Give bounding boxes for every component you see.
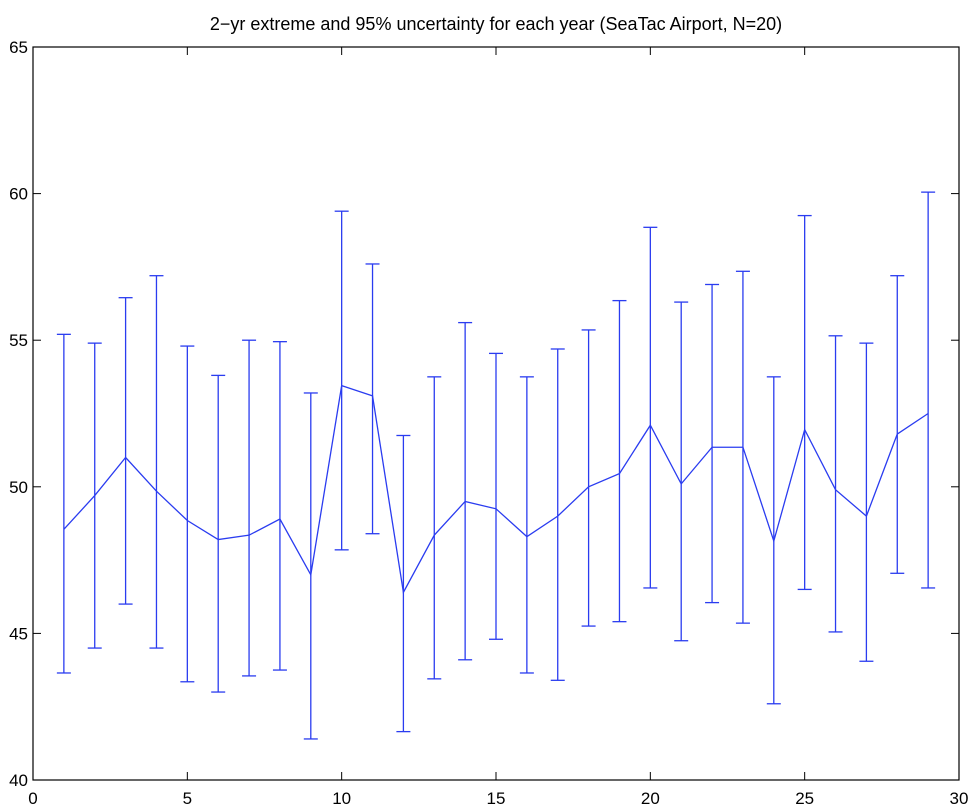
x-tick-label: 25 xyxy=(795,789,814,806)
axes: 0 5 10 15 20 25 30 40 45 50 55 60 65 xyxy=(9,38,968,806)
y-tick-label: 65 xyxy=(9,38,28,57)
y-tick-label: 60 xyxy=(9,185,28,204)
chart-title: 2−yr extreme and 95% uncertainty for eac… xyxy=(210,14,782,34)
y-tick-label: 55 xyxy=(9,331,28,350)
y-tick-label: 40 xyxy=(9,771,28,790)
x-tick-label: 0 xyxy=(28,789,37,806)
error-bars xyxy=(56,191,936,740)
x-tick-label: 30 xyxy=(950,789,969,806)
x-tick-label: 20 xyxy=(641,789,660,806)
y-tick-label: 50 xyxy=(9,478,28,497)
series-line-group xyxy=(63,384,929,595)
y-tick-label: 45 xyxy=(9,624,28,643)
x-tick-label: 5 xyxy=(183,789,192,806)
x-tick-label: 10 xyxy=(332,789,351,806)
x-tick-label: 15 xyxy=(487,789,506,806)
series-line xyxy=(63,384,929,595)
